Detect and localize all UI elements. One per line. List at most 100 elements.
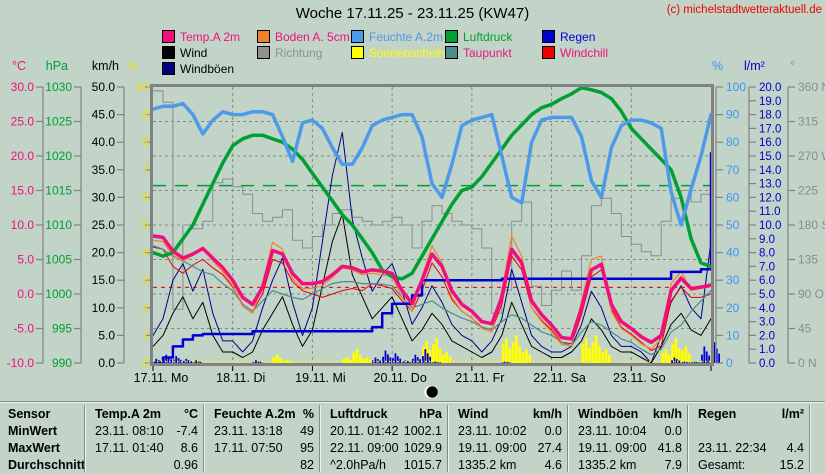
axis-tick-label: 19.0 [759, 96, 781, 108]
x-axis-day-label: 18.11. Di [216, 371, 265, 385]
stat-time: 1335.2 km [458, 458, 517, 472]
axis-tick-label: 90 O [798, 287, 824, 301]
stat-value: 41.8 [657, 441, 682, 455]
axis-tick-label: 1030 [45, 80, 72, 94]
stat-time: 17.11. 01:40 [95, 441, 164, 455]
axis-tick-label: 80 [726, 135, 740, 149]
legend-item: Boden A. 5cm [257, 30, 350, 44]
luftdruck-line [151, 85, 713, 281]
stat-value: 82 [300, 458, 314, 472]
axis-tick-label: 6.0 [759, 275, 775, 287]
axis-tick-label: 990 [52, 356, 72, 370]
axis-tick-label: 1 [142, 328, 149, 342]
axis-tick-label: ° [790, 59, 795, 73]
axis-tick-label: 20.0 [92, 246, 116, 260]
x-axis-day-label: 20.11. Do [374, 371, 427, 385]
axis-tick-label: hPa [46, 59, 68, 73]
axis-tick-label: 15.0 [11, 184, 35, 198]
axis-tick-label: km/h [92, 59, 119, 73]
axis-tick-label: 180 S [798, 218, 825, 232]
axis-tick-label: 17.0 [759, 123, 781, 135]
legend-item: Windchill [542, 46, 609, 60]
y-axis-kmh [117, 86, 125, 364]
axis-tick-label: 12.0 [759, 192, 781, 204]
table-separator [84, 405, 86, 472]
axis-tick-label: 2.0 [759, 330, 775, 342]
copyright-link[interactable]: (c) michelstadtwetteraktuell.de [666, 4, 822, 16]
legend-swatch-icon [162, 30, 175, 43]
axis-tick-label: 0 [726, 356, 733, 370]
axis-tick-label: 10.0 [11, 218, 35, 232]
stat-time: 20.11. 01:42 [330, 424, 399, 438]
column-unit: °C [183, 407, 198, 421]
stat-value: 1002.1 [403, 424, 442, 438]
axis-tick-label: 360 N [798, 80, 825, 94]
legend-item: Windböen [162, 62, 234, 76]
legend-item: Richtung [257, 46, 322, 60]
axis-tick-label: 10 [726, 328, 740, 342]
axis-tick-label: 1010 [45, 218, 72, 232]
axis-tick-label: 13.0 [759, 179, 781, 191]
axis-tick-label: 0.0 [17, 287, 34, 301]
stat-value: 27.4 [537, 441, 562, 455]
y-axis-C [36, 86, 44, 364]
axis-tick-label: 35.0 [92, 163, 116, 177]
stat-time: Gesamt: [698, 458, 746, 472]
stat-value: -7.4 [176, 424, 198, 438]
regen_bars-bars [153, 342, 720, 363]
legend-label: Wind [180, 46, 208, 60]
axis-tick-label: 5.0 [98, 328, 115, 342]
column-header: Temp.A 2m [95, 407, 161, 421]
axis-tick-label: 5.0 [759, 289, 775, 301]
row-label: Durchschnitt [8, 458, 86, 472]
y-axis- [787, 86, 795, 364]
x-axis-day-label: 17.11. Mo [134, 371, 189, 385]
column-unit: l/m² [781, 407, 804, 421]
taupunkt-line [152, 245, 712, 356]
stat-value: 4.4 [786, 441, 804, 455]
axis-tick-label: 5.0 [17, 253, 34, 267]
axis-tick-label: 9 [142, 108, 149, 122]
axis-tick-label: 995 [52, 322, 72, 336]
axis-tick-label: 20 [726, 301, 740, 315]
column-unit: km/h [532, 407, 562, 421]
axis-tick-label: 9.0 [759, 234, 775, 246]
axis-tick-label: °C [12, 59, 26, 73]
axis-tick-label: 1.0 [759, 344, 775, 356]
stat-time: 23.11. 08:10 [95, 424, 164, 438]
y-axis-h [145, 86, 153, 364]
legend-swatch-icon [445, 30, 458, 43]
axis-tick-label: 25.0 [11, 115, 35, 129]
axis-tick-label: 5 [142, 218, 149, 232]
axis-tick-label: 1005 [45, 253, 72, 267]
axis-tick-label: 45.0 [92, 108, 116, 122]
stat-value: 49 [300, 424, 314, 438]
legend-swatch-icon [351, 46, 364, 59]
legend-label: Windchill [560, 46, 609, 60]
axis-tick-label: 45 [798, 322, 812, 336]
axis-tick-label: 16.0 [759, 137, 781, 149]
axis-tick-label: 1000 [45, 287, 72, 301]
legend-label: Boden A. 5cm [275, 30, 350, 44]
stat-time: 17.11. 07:50 [214, 441, 283, 455]
legend-label: Regen [560, 30, 596, 44]
legend-item: Luftdruck [445, 30, 512, 44]
axis-tick-label: 225 [798, 184, 818, 198]
axis-tick-label: 8 [142, 135, 149, 149]
stat-time: 22.11. 09:00 [330, 441, 399, 455]
column-unit: hPa [419, 407, 442, 421]
windboeen-line [152, 131, 712, 364]
column-unit: % [302, 407, 314, 421]
column-unit: km/h [652, 407, 682, 421]
stat-time: 23.11. 10:04 [578, 424, 647, 438]
axis-tick-label: 11.0 [759, 206, 781, 218]
column-header: Regen [698, 407, 737, 421]
axis-tick-label: 70 [726, 163, 740, 177]
x-axis-day-label: 19.11. Mi [295, 371, 346, 385]
axis-tick-label: 3.0 [759, 317, 775, 329]
legend-item: Temp.A 2m [162, 30, 240, 44]
axis-tick-label: 20.0 [11, 149, 35, 163]
row-label: MaxWert [8, 441, 60, 455]
axis-tick-label: 100 [726, 80, 746, 94]
stat-value: 1015.7 [403, 458, 442, 472]
